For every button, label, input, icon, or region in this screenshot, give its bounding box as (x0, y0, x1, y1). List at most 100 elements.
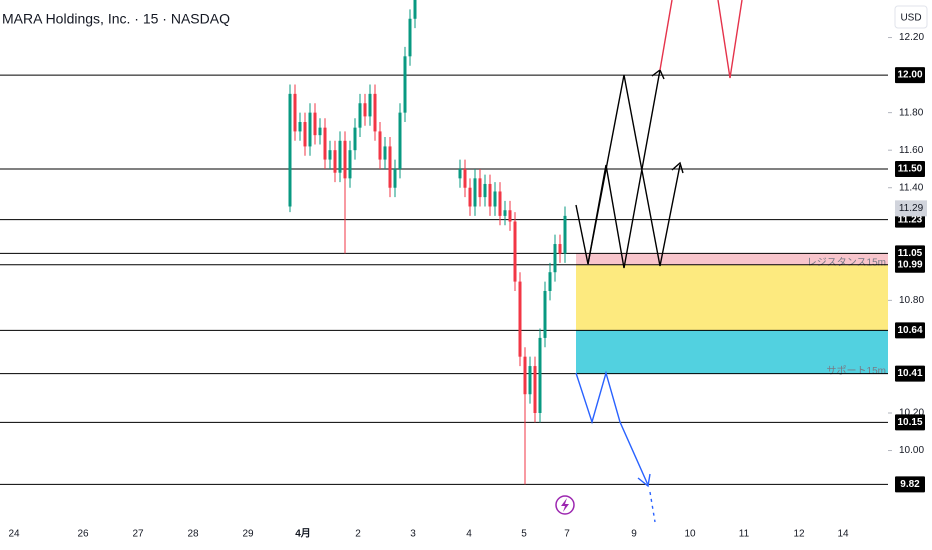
candle-body (313, 112, 317, 136)
level-tag (895, 365, 925, 382)
arrow-head (671, 161, 684, 174)
y-tick-label: 10.20 (899, 408, 924, 419)
candle-body (378, 131, 382, 160)
candle-body (368, 93, 372, 117)
candle-body (493, 191, 497, 207)
level-label: 10.99 (897, 259, 922, 270)
x-tick-label: 9 (631, 529, 637, 540)
candle-body (528, 366, 532, 395)
y-tick-label: 11.80 (899, 107, 924, 118)
x-tick-label: 11 (739, 529, 750, 540)
level-tag (895, 414, 925, 431)
blue-dashed (649, 491, 656, 523)
candle-body (328, 150, 332, 160)
candle-body (348, 150, 352, 179)
x-tick-label: 29 (242, 529, 254, 540)
x-tick-label: 14 (837, 529, 849, 540)
red-path (717, 0, 743, 79)
blue-path (575, 370, 649, 486)
zone (576, 264, 895, 331)
candle-body (408, 18, 412, 57)
zigzag-a (575, 69, 661, 269)
x-tick-label: 26 (77, 529, 89, 540)
price-axis (888, 0, 932, 550)
candle-body (483, 183, 487, 198)
x-tick-label: 2 (355, 529, 361, 540)
candle-body (543, 290, 547, 338)
candle-body (463, 168, 467, 188)
level-label: 11.23 (898, 214, 923, 225)
candle-body (293, 93, 297, 132)
currency: USD (900, 13, 921, 24)
currency-box[interactable] (894, 5, 928, 29)
level-tag (895, 67, 925, 84)
level-label: 11.05 (898, 248, 923, 259)
candle-body (503, 210, 507, 216)
x-tick-label: 4月 (295, 528, 311, 540)
candle-body (538, 337, 542, 413)
candle-body (373, 93, 377, 132)
level-label: 11.50 (898, 164, 923, 175)
candle-body (398, 112, 402, 169)
x-tick-label: 28 (187, 529, 199, 540)
candle-body (358, 103, 362, 128)
candle-body (403, 56, 407, 113)
y-tick-label: 11.60 (899, 145, 924, 156)
level-tag (895, 322, 925, 339)
zone-label: サポート15m (827, 365, 886, 377)
candle-body (298, 122, 302, 132)
level-label: 10.15 (897, 417, 922, 428)
level-tag (895, 256, 925, 273)
level-label: 9.82 (900, 479, 920, 490)
event-icon-bolt (561, 498, 569, 512)
x-tick-label: 3 (410, 529, 416, 540)
candle-body (553, 244, 557, 273)
candle-body (523, 356, 527, 395)
candle-body (333, 150, 337, 173)
x-tick-label: 4 (466, 529, 472, 540)
candle-body (363, 103, 367, 117)
last-price-tag (895, 200, 927, 217)
candle-body (413, 0, 417, 19)
candle-body (558, 244, 562, 254)
red-path (659, 0, 673, 71)
level-tag (895, 476, 925, 493)
candles (288, 0, 567, 485)
candle-body (548, 272, 552, 291)
x-tick-label: 24 (8, 529, 20, 540)
x-tick-label: 5 (521, 529, 527, 540)
level-tag (895, 160, 925, 177)
candle-body (353, 127, 357, 151)
candle-body (468, 187, 472, 207)
zigzag-b (587, 74, 681, 267)
drawings (575, 0, 743, 523)
zone (576, 253, 895, 265)
y-tick-label: 10.00 (899, 445, 924, 456)
candle-body (518, 281, 522, 357)
candle-body (498, 191, 502, 216)
level-label: 10.41 (897, 368, 922, 379)
arrow-head (637, 473, 651, 488)
chart-title: MARA Holdings, Inc. · 15 · NASDAQ (2, 11, 230, 27)
x-tick-label: 7 (564, 529, 570, 540)
x-tick-label: 10 (684, 529, 696, 540)
candle-body (473, 178, 477, 207)
candle-body (563, 215, 567, 254)
level-label: 10.64 (897, 325, 922, 336)
candle-body (388, 146, 392, 188)
y-tick-label: 10.80 (899, 295, 924, 306)
candle-body (303, 122, 307, 147)
candle-body (533, 366, 537, 413)
candle-body (323, 127, 327, 160)
axis: 12.20 11.80 11.60 11.40 10.80 10.20 10.00 12.00… (8, 32, 927, 540)
x-tick-label: 12 (793, 529, 805, 540)
candle-body (338, 140, 342, 173)
candle-body (513, 221, 517, 282)
y-tick-label: 12.20 (899, 32, 924, 43)
levels (0, 74, 894, 485)
candle-body (393, 168, 397, 188)
candle-body (478, 178, 482, 198)
last-price-label: 11.29 (899, 203, 924, 214)
candle-body (308, 112, 312, 147)
